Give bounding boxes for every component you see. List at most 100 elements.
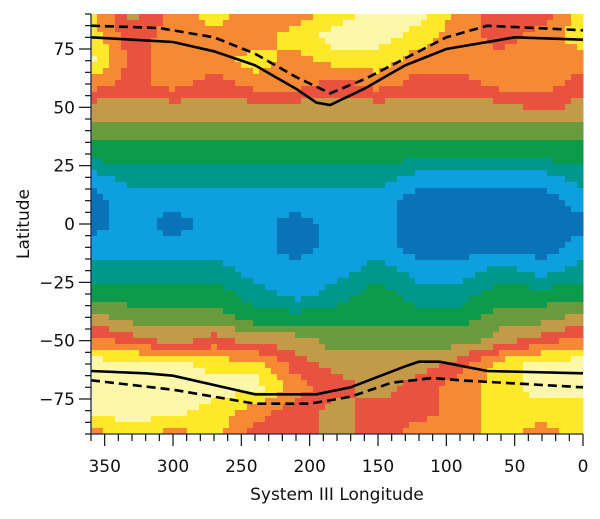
contour-cell bbox=[325, 122, 332, 129]
contour-cell bbox=[289, 92, 296, 99]
contour-cell bbox=[361, 230, 368, 237]
contour-cell bbox=[253, 32, 260, 39]
contour-cell bbox=[367, 236, 374, 243]
contour-cell bbox=[121, 38, 128, 45]
contour-cell bbox=[577, 302, 584, 309]
contour-cell bbox=[469, 152, 476, 159]
contour-cell bbox=[187, 14, 194, 21]
contour-cell bbox=[349, 158, 356, 165]
contour-cell bbox=[409, 158, 416, 165]
contour-cell bbox=[481, 248, 488, 255]
contour-cell bbox=[163, 80, 170, 87]
contour-cell bbox=[385, 152, 392, 159]
contour-cell bbox=[235, 92, 242, 99]
contour-cell bbox=[445, 140, 452, 147]
contour-cell bbox=[499, 182, 506, 189]
contour-cell bbox=[451, 368, 458, 375]
contour-cell bbox=[541, 350, 548, 357]
contour-cell bbox=[289, 158, 296, 165]
contour-cell bbox=[325, 140, 332, 147]
contour-cell bbox=[433, 200, 440, 207]
contour-cell bbox=[301, 374, 308, 381]
contour-cell bbox=[559, 314, 566, 321]
contour-cell bbox=[109, 278, 116, 285]
contour-cell bbox=[523, 122, 530, 129]
contour-cell bbox=[283, 338, 290, 345]
contour-cell bbox=[301, 116, 308, 123]
contour-cell bbox=[175, 14, 182, 21]
contour-cell bbox=[253, 122, 260, 129]
contour-cell bbox=[475, 278, 482, 285]
contour-cell bbox=[97, 56, 104, 63]
contour-cell bbox=[193, 362, 200, 369]
contour-cell bbox=[511, 290, 518, 297]
contour-cell bbox=[145, 14, 152, 21]
contour-cell bbox=[301, 146, 308, 153]
contour-cell bbox=[97, 326, 104, 333]
contour-cell bbox=[211, 212, 218, 219]
contour-cell bbox=[169, 140, 176, 147]
contour-cell bbox=[373, 350, 380, 357]
contour-cell bbox=[463, 158, 470, 165]
contour-cell bbox=[499, 302, 506, 309]
contour-cell bbox=[247, 320, 254, 327]
contour-cell bbox=[469, 362, 476, 369]
contour-cell bbox=[385, 92, 392, 99]
contour-cell bbox=[577, 308, 584, 315]
contour-cell bbox=[421, 224, 428, 231]
contour-cell bbox=[499, 356, 506, 363]
contour-cell bbox=[199, 92, 206, 99]
contour-cell bbox=[301, 308, 308, 315]
contour-cell bbox=[97, 230, 104, 237]
contour-cell bbox=[145, 212, 152, 219]
contour-cell bbox=[145, 182, 152, 189]
contour-cell bbox=[397, 20, 404, 27]
contour-cell bbox=[223, 26, 230, 33]
contour-cell bbox=[265, 50, 272, 57]
contour-cell bbox=[463, 176, 470, 183]
contour-cell bbox=[463, 356, 470, 363]
contour-cell bbox=[571, 68, 578, 75]
contour-cell bbox=[469, 326, 476, 333]
contour-cell bbox=[175, 44, 182, 51]
contour-cell bbox=[97, 332, 104, 339]
contour-cell bbox=[535, 338, 542, 345]
contour-cell bbox=[151, 194, 158, 201]
contour-cell bbox=[553, 86, 560, 93]
contour-cell bbox=[355, 80, 362, 87]
contour-cell bbox=[553, 44, 560, 51]
contour-cell bbox=[157, 74, 164, 81]
contour-cell bbox=[565, 122, 572, 129]
contour-cell bbox=[325, 254, 332, 261]
contour-cell bbox=[517, 140, 524, 147]
contour-cell bbox=[565, 110, 572, 117]
contour-cell bbox=[319, 338, 326, 345]
contour-cell bbox=[325, 74, 332, 81]
contour-cell bbox=[511, 254, 518, 261]
contour-cell bbox=[523, 92, 530, 99]
contour-cell bbox=[121, 332, 128, 339]
contour-cell bbox=[415, 212, 422, 219]
contour-cell bbox=[295, 302, 302, 309]
contour-cell bbox=[163, 224, 170, 231]
contour-cell bbox=[175, 332, 182, 339]
contour-cell bbox=[277, 26, 284, 33]
contour-cell bbox=[157, 236, 164, 243]
contour-cell bbox=[91, 224, 98, 231]
contour-cell bbox=[553, 236, 560, 243]
contour-cell bbox=[229, 368, 236, 375]
contour-cell bbox=[517, 68, 524, 75]
contour-cell bbox=[247, 20, 254, 27]
contour-cell bbox=[559, 32, 566, 39]
contour-cell bbox=[529, 308, 536, 315]
contour-cell bbox=[109, 290, 116, 297]
contour-cell bbox=[121, 176, 128, 183]
contour-cell bbox=[277, 224, 284, 231]
contour-cell bbox=[559, 122, 566, 129]
contour-cell bbox=[349, 182, 356, 189]
contour-cell bbox=[313, 236, 320, 243]
contour-cell bbox=[307, 50, 314, 57]
contour-cell bbox=[205, 308, 212, 315]
contour-cell bbox=[457, 308, 464, 315]
contour-cell bbox=[547, 200, 554, 207]
